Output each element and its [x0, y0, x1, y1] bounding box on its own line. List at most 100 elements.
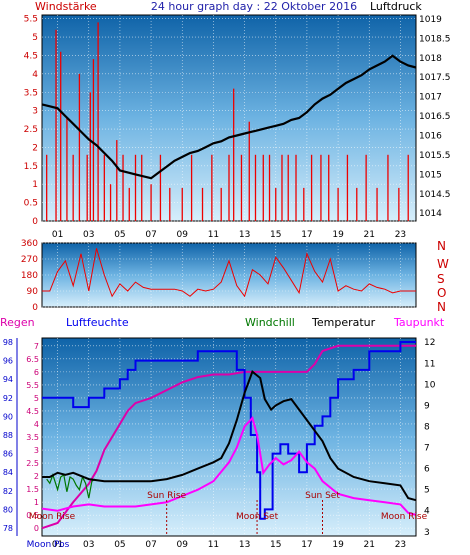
pressure-tick-label: 1014 — [419, 209, 442, 219]
compass-label: S — [437, 272, 445, 286]
humidity-tick-label: 96 — [3, 357, 13, 366]
pressure-line — [41, 54, 417, 180]
temp-tick-label: 12 — [424, 338, 435, 348]
temp-tick-label: 7 — [424, 444, 430, 454]
x-tick-label: 17 — [301, 230, 312, 240]
x-tick-label: 15 — [270, 230, 281, 240]
x-tick-label: 01 — [52, 540, 63, 550]
wind-tick-label: 4.5 — [24, 51, 38, 61]
temp-tick-label: 4 — [424, 507, 430, 517]
pressure-tick-label: 1015 — [419, 170, 442, 180]
wind-tick-label: 1.5 — [24, 162, 38, 172]
compass-label: W — [437, 257, 449, 271]
direction-tick-label: 180 — [21, 271, 38, 281]
x-tick-label: 05 — [114, 230, 125, 240]
wind-tick-label: 5 — [32, 33, 38, 43]
temp-tick-label: 10 — [424, 380, 436, 390]
temp-humidity-series — [41, 341, 417, 530]
direction-tick-label: 0 — [32, 303, 38, 313]
temp-tick-label: 11 — [424, 359, 435, 369]
direction-tick-label: 270 — [21, 255, 38, 265]
chart-title: 24 hour graph day : 22 Oktober 2016 — [151, 0, 357, 13]
pressure-tick-label: 1016 — [419, 131, 442, 141]
rain-tick-label: 6 — [34, 368, 39, 377]
rain-tick-label: 3.5 — [26, 433, 39, 442]
humidity-tick-label: 90 — [3, 412, 13, 421]
humidity-tick-label: 92 — [3, 394, 13, 403]
pressure-tick-label: 1014.5 — [419, 190, 451, 200]
windchill-line — [46, 473, 96, 499]
x-tick-label: 11 — [208, 230, 219, 240]
wind-direction-grid — [42, 242, 416, 308]
temp-tick-label: 9 — [424, 401, 430, 411]
direction-tick-label: 90 — [27, 287, 39, 297]
compass-label: N — [437, 300, 446, 314]
humidity-tick-label: 78 — [3, 524, 13, 533]
compass-label: O — [437, 286, 446, 300]
wind-tick-label: 2 — [32, 143, 38, 153]
x-tick-label: 03 — [83, 230, 94, 240]
x-tick-label: 13 — [239, 230, 250, 240]
moon-rise-label: Moon Rise — [29, 512, 76, 522]
x-tick-label: 19 — [332, 540, 344, 550]
rain-tick-label: 4 — [34, 420, 39, 429]
legend-label: Taupunkt — [393, 316, 445, 329]
compass-label: N — [437, 239, 446, 253]
x-tick-label: 21 — [364, 540, 375, 550]
moon-set-label: Moon Set — [236, 512, 279, 522]
humidity-tick-label: 80 — [3, 505, 13, 514]
rain-tick-label: 1 — [34, 498, 39, 507]
rain-tick-label: 5.5 — [26, 381, 39, 390]
x-tick-label: 11 — [208, 540, 219, 550]
pressure-tick-label: 1017.5 — [419, 73, 451, 83]
temp-tick-label: 3 — [424, 528, 430, 538]
pressure-axis-title: Luftdruck — [370, 0, 422, 13]
wind-tick-label: 4 — [32, 70, 38, 80]
x-tick-label: 21 — [364, 230, 375, 240]
wind-pressure-axes: 0 0.5 1 1.5 2 2.5 3 3.5 4 4.5 5 5.5 1014 1014.5 1015 10… — [24, 15, 451, 240]
astro-annotations: Sun Rise Sun Set Moon Rise Moon Set Moon Ris… — [27, 491, 428, 550]
humidity-tick-label: 98 — [3, 338, 13, 347]
rain-tick-label: 5 — [34, 394, 39, 403]
rain-tick-label: 0 — [34, 524, 39, 533]
pressure-tick-label: 1016.5 — [419, 112, 451, 122]
wind-tick-label: 0.5 — [24, 199, 38, 209]
pressure-tick-label: 1015.5 — [419, 151, 451, 161]
x-tick-label: 15 — [270, 540, 281, 550]
wind-tick-label: 1 — [32, 180, 38, 190]
x-tick-label: 17 — [301, 540, 312, 550]
x-tick-label: 23 — [395, 540, 406, 550]
moon-rise-label-2: Moon Rise — [381, 512, 428, 522]
sun-set-label: Sun Set — [305, 491, 340, 501]
wind-tick-label: 3.5 — [24, 88, 38, 98]
temp-humidity-legend: Regen Luftfeuchte Windchill Temperatur Taupu… — [0, 316, 445, 329]
humidity-line — [42, 341, 416, 520]
wind-tick-label: 2.5 — [24, 125, 38, 135]
wind-tick-label: 0 — [32, 217, 38, 227]
x-tick-label: 23 — [395, 230, 406, 240]
legend-label: Windchill — [245, 316, 295, 329]
legend-label: Temperatur — [311, 316, 376, 329]
temperature-line — [42, 370, 417, 502]
x-tick-label: 01 — [52, 230, 63, 240]
humidity-tick-label: 88 — [3, 431, 13, 440]
wind-direction-line — [42, 248, 416, 298]
humidity-tick-label: 82 — [3, 487, 13, 496]
rain-tick-label: 4.5 — [26, 407, 39, 416]
temp-tick-label: 5 — [424, 486, 430, 496]
pressure-tick-label: 1018.5 — [419, 34, 451, 44]
pressure-tick-label: 1019 — [419, 15, 442, 25]
rain-tick-label: 6.5 — [26, 355, 39, 364]
x-tick-label: 07 — [145, 540, 156, 550]
rain-tick-label: 0.5 — [26, 511, 39, 520]
x-tick-label: 09 — [177, 230, 189, 240]
rain-tick-label: 1.5 — [26, 485, 39, 494]
x-tick-label: 05 — [114, 540, 125, 550]
temp-humidity-axes: 00.511.522.533.544.555.566.5778808284868… — [3, 338, 436, 550]
rain-tick-label: 3 — [34, 446, 39, 455]
moon-pos-label: Moon Pos — [27, 540, 70, 550]
direction-tick-label: 360 — [21, 239, 38, 249]
wind-tick-label: 5.5 — [24, 15, 38, 25]
